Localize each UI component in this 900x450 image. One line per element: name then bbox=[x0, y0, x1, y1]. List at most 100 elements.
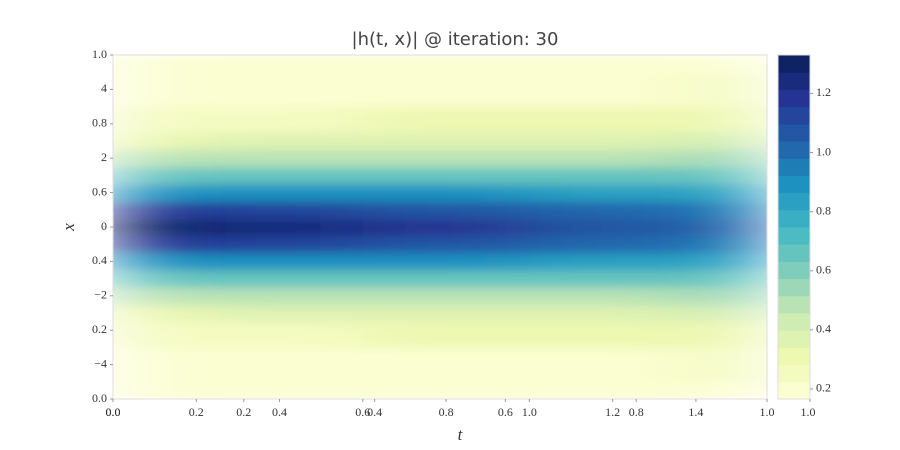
colorbar-band bbox=[778, 244, 810, 262]
heat-cell bbox=[113, 218, 197, 237]
heat-cell bbox=[362, 184, 530, 202]
x-tick-label: 0.8 bbox=[629, 405, 644, 419]
heat-cell bbox=[689, 321, 767, 348]
heat-cell bbox=[529, 149, 691, 168]
heat-cell bbox=[362, 201, 530, 219]
x-axis-label: t bbox=[458, 425, 464, 444]
heat-cell bbox=[196, 304, 364, 323]
heat-cell bbox=[113, 235, 197, 254]
heat-cell bbox=[362, 347, 530, 383]
heat-cell bbox=[113, 55, 197, 73]
colorbar-band bbox=[778, 123, 810, 142]
heat-cell bbox=[362, 166, 530, 185]
heat-cell bbox=[529, 270, 691, 288]
x-tick-label: 0.8 bbox=[439, 405, 454, 419]
heat-cell bbox=[529, 218, 691, 237]
heat-cell bbox=[362, 149, 530, 168]
colorbar-tick-label: 1.2 bbox=[816, 85, 831, 99]
heat-cell bbox=[529, 201, 691, 219]
chart-title: |h(t, x)| @ iteration: 30 bbox=[352, 29, 559, 50]
heat-cell bbox=[689, 304, 767, 323]
heat-cell bbox=[529, 235, 691, 254]
x-tick-label: 1.2 bbox=[605, 405, 620, 419]
heat-cell bbox=[529, 287, 691, 305]
heat-cell bbox=[362, 304, 530, 323]
heat-cell bbox=[196, 287, 364, 305]
heat-cell bbox=[113, 106, 197, 133]
heat-cell bbox=[113, 132, 197, 151]
x-tick-label: 1.0 bbox=[522, 405, 537, 419]
colorbar-band bbox=[778, 158, 810, 176]
heat-cell bbox=[113, 149, 197, 168]
colorbar-band bbox=[778, 381, 810, 400]
heat-cell bbox=[689, 381, 767, 399]
heat-cell bbox=[362, 218, 530, 237]
x-tick-label: 0.2 bbox=[236, 405, 251, 419]
x-tick-label: 0.0 bbox=[106, 405, 121, 419]
heat-cell bbox=[689, 132, 767, 151]
colorbar-tick-label: 0.2 bbox=[816, 381, 831, 395]
heat-cell bbox=[529, 304, 691, 323]
x-tick-label: 0.2 bbox=[189, 405, 204, 419]
heatmap-cells bbox=[113, 55, 767, 399]
colorbar-band bbox=[778, 261, 810, 280]
heat-cell bbox=[113, 252, 197, 271]
heat-cell bbox=[529, 106, 691, 133]
colorbar-band bbox=[778, 106, 810, 125]
y-tick-label: 0.0 bbox=[92, 391, 107, 405]
heat-cell bbox=[529, 321, 691, 348]
heat-cell bbox=[196, 252, 364, 271]
heat-cell bbox=[689, 55, 767, 73]
y-tick-label: 0.8 bbox=[92, 116, 107, 130]
colorbar-tick-label: 0.8 bbox=[816, 203, 831, 217]
colorbar-band bbox=[778, 278, 810, 297]
heat-cell bbox=[689, 106, 767, 133]
x-tick-label: 0.6 bbox=[355, 405, 370, 419]
x-tick-label: 0.6 bbox=[498, 405, 513, 419]
y-tick-label: 2 bbox=[101, 150, 107, 164]
x-tick-label: 1.4 bbox=[688, 405, 703, 419]
colorbar-band bbox=[778, 192, 810, 211]
heat-cell bbox=[196, 184, 364, 202]
heat-cell bbox=[529, 381, 691, 399]
colorbar-band bbox=[778, 141, 810, 159]
heat-cell bbox=[196, 166, 364, 185]
heat-cell bbox=[113, 321, 197, 348]
heat-cell bbox=[689, 166, 767, 185]
heat-cell bbox=[196, 235, 364, 254]
colorbar-tick-label: 0.4 bbox=[816, 322, 831, 336]
heat-cell bbox=[113, 166, 197, 185]
heat-cell bbox=[362, 72, 530, 108]
y-tick-label: 4 bbox=[101, 81, 107, 95]
heat-cell bbox=[113, 287, 197, 305]
y-tick-label: −2 bbox=[94, 288, 107, 302]
heat-cell bbox=[529, 347, 691, 383]
y-tick-label: 1.0 bbox=[92, 47, 107, 61]
heat-cell bbox=[113, 72, 197, 108]
heat-cell bbox=[196, 72, 364, 108]
heat-cell bbox=[196, 201, 364, 219]
colorbar-band bbox=[778, 347, 810, 366]
heat-cell bbox=[689, 287, 767, 305]
colorbar-band bbox=[778, 364, 810, 383]
heat-cell bbox=[362, 287, 530, 305]
heat-cell bbox=[113, 270, 197, 288]
heat-cell bbox=[529, 132, 691, 151]
x-tick-label: 0.4 bbox=[367, 405, 382, 419]
heat-cell bbox=[689, 201, 767, 219]
heat-cell bbox=[196, 55, 364, 73]
heatmap bbox=[113, 55, 767, 399]
heat-cell bbox=[113, 347, 197, 383]
heat-cell bbox=[113, 304, 197, 323]
colorbar-band bbox=[778, 175, 810, 194]
colorbar-band bbox=[778, 313, 810, 331]
heat-cell bbox=[529, 252, 691, 271]
colorbar-band bbox=[778, 330, 810, 348]
colorbar-frame bbox=[777, 54, 811, 400]
heat-cell bbox=[196, 132, 364, 151]
colorbar-band bbox=[778, 209, 810, 228]
heat-cell bbox=[113, 201, 197, 219]
heat-cell bbox=[362, 270, 530, 288]
heat-cell bbox=[689, 270, 767, 288]
